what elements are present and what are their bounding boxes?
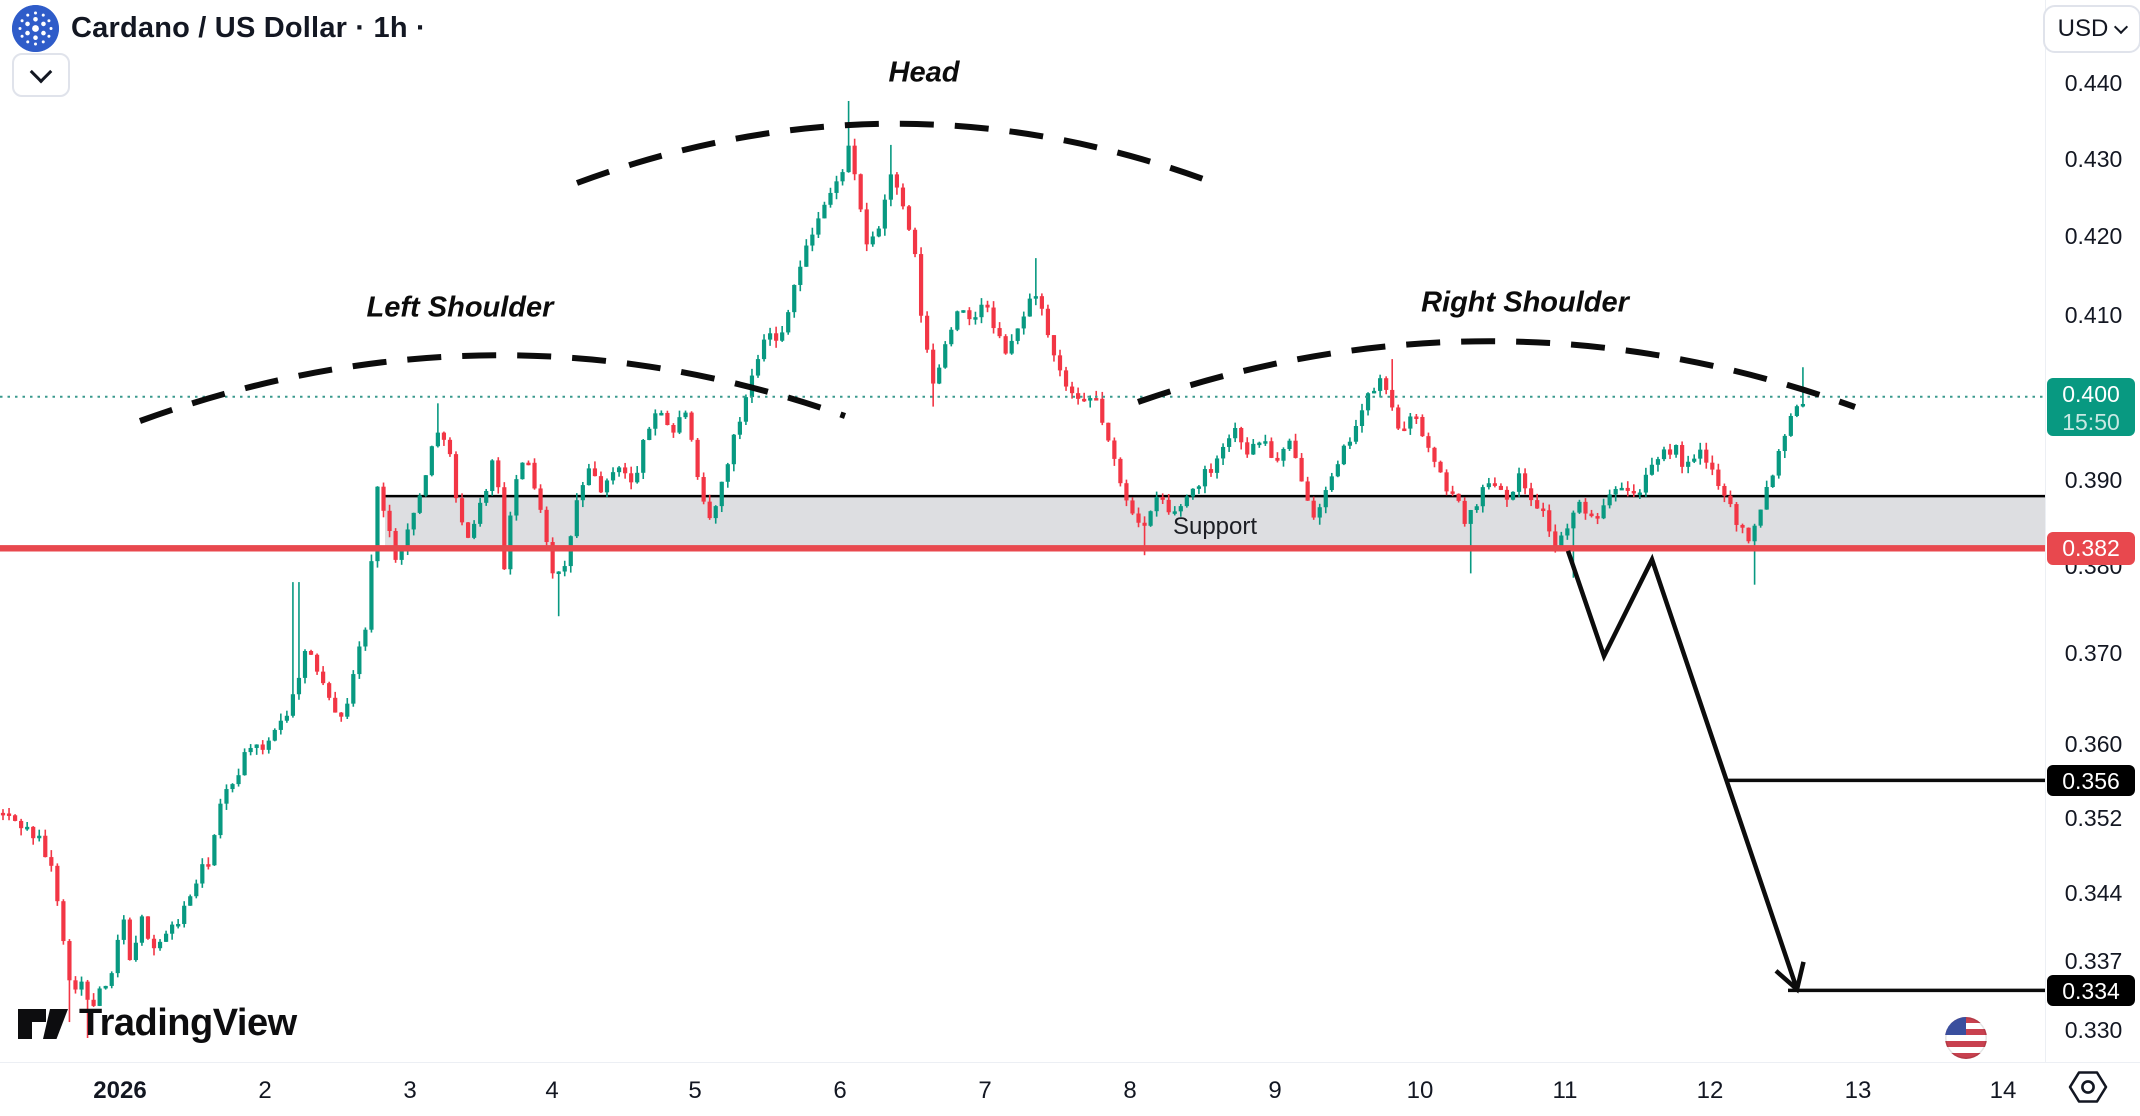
target1-price-badge: 0.356 (2047, 764, 2135, 796)
price-axis-label: 0.344 (2064, 880, 2123, 907)
candlestick-series[interactable] (0, 100, 1806, 1039)
price-axis-label: 0.420 (2064, 223, 2123, 250)
time-axis-label: 9 (1268, 1077, 1282, 1104)
price-axis[interactable]: 0.400 15:50 0.382 0.356 0.334 0.440 0.430… (2045, 0, 2140, 1062)
price-axis-label: 0.410 (2064, 302, 2123, 329)
tradingview-watermark[interactable]: TradingView (17, 1002, 297, 1045)
time-axis-label: 11 (1552, 1077, 1578, 1104)
price-axis-label: 0.430 (2064, 145, 2123, 172)
last-price-value: 0.400 (2062, 380, 2120, 407)
flag-canton (1945, 1017, 1966, 1035)
symbol-header: Cardano / US Dollar · 1h · (12, 5, 426, 52)
left-shoulder-arc[interactable] (138, 352, 846, 424)
time-axis-label: 8 (1123, 1077, 1137, 1104)
alert-price-value: 0.382 (2062, 534, 2120, 561)
time-axis-label: 4 (545, 1077, 559, 1104)
price-axis-label: 0.352 (2064, 804, 2123, 831)
bar-countdown: 15:50 (2062, 408, 2120, 435)
projection-arrowhead (1774, 961, 1806, 994)
support-zone-label[interactable]: Support (1172, 513, 1258, 540)
currency-label: USD (2057, 15, 2109, 42)
currency-selector-button[interactable]: USD (2043, 5, 2140, 53)
time-axis-label: 5 (688, 1077, 702, 1104)
right-shoulder-arc[interactable] (1137, 338, 1857, 410)
left-shoulder-label[interactable]: Left Shoulder (366, 291, 554, 324)
axis-settings-gear-icon[interactable] (2068, 1070, 2108, 1104)
price-axis-label: 0.390 (2064, 467, 2123, 494)
chevron-down-icon (2114, 19, 2129, 35)
drawings-layer[interactable] (0, 120, 2045, 994)
price-axis-label: 0.337 (2064, 947, 2123, 974)
chevron-down-icon (29, 60, 53, 84)
us-flag-icon[interactable] (1945, 1017, 1987, 1059)
time-axis-label: 7 (978, 1077, 992, 1104)
symbol-title[interactable]: Cardano / US Dollar · 1h · (71, 12, 426, 44)
cardano-logo-icon (12, 5, 59, 52)
chart-canvas[interactable] (0, 0, 2045, 1062)
price-axis-label: 0.370 (2064, 640, 2123, 667)
price-axis-label: 0.360 (2064, 730, 2123, 757)
time-axis-label: 2026 (93, 1077, 147, 1104)
time-axis-label: 10 (1406, 1077, 1434, 1104)
time-axis-label: 2 (258, 1077, 272, 1104)
target2-price-value: 0.334 (2062, 977, 2120, 1004)
tradingview-logo-text: TradingView (79, 1002, 297, 1044)
time-axis[interactable]: 2026 2 3 4 5 6 7 8 9 10 11 12 13 14 (0, 1062, 2140, 1116)
head-arc[interactable] (575, 120, 1224, 189)
time-axis-label: 14 (1989, 1077, 2017, 1104)
time-axis-label: 12 (1696, 1077, 1724, 1104)
time-axis-label: 6 (833, 1077, 847, 1104)
last-price-badge: 0.400 15:50 (2047, 377, 2135, 436)
target1-price-value: 0.356 (2062, 767, 2120, 794)
right-shoulder-label[interactable]: Right Shoulder (1421, 286, 1629, 319)
target2-price-badge: 0.334 (2047, 974, 2135, 1006)
tradingview-logo-icon (18, 1008, 68, 1039)
alert-price-badge: 0.382 (2047, 531, 2135, 565)
support-break-line[interactable] (0, 545, 2045, 552)
time-axis-label: 13 (1844, 1077, 1872, 1104)
price-axis-label: 0.330 (2064, 1017, 2123, 1044)
price-axis-label: 0.440 (2064, 69, 2123, 96)
head-label[interactable]: Head (888, 56, 960, 89)
projection-arrow[interactable] (1565, 550, 1800, 991)
collapse-panel-button[interactable] (12, 53, 70, 97)
time-axis-label: 3 (403, 1077, 417, 1104)
